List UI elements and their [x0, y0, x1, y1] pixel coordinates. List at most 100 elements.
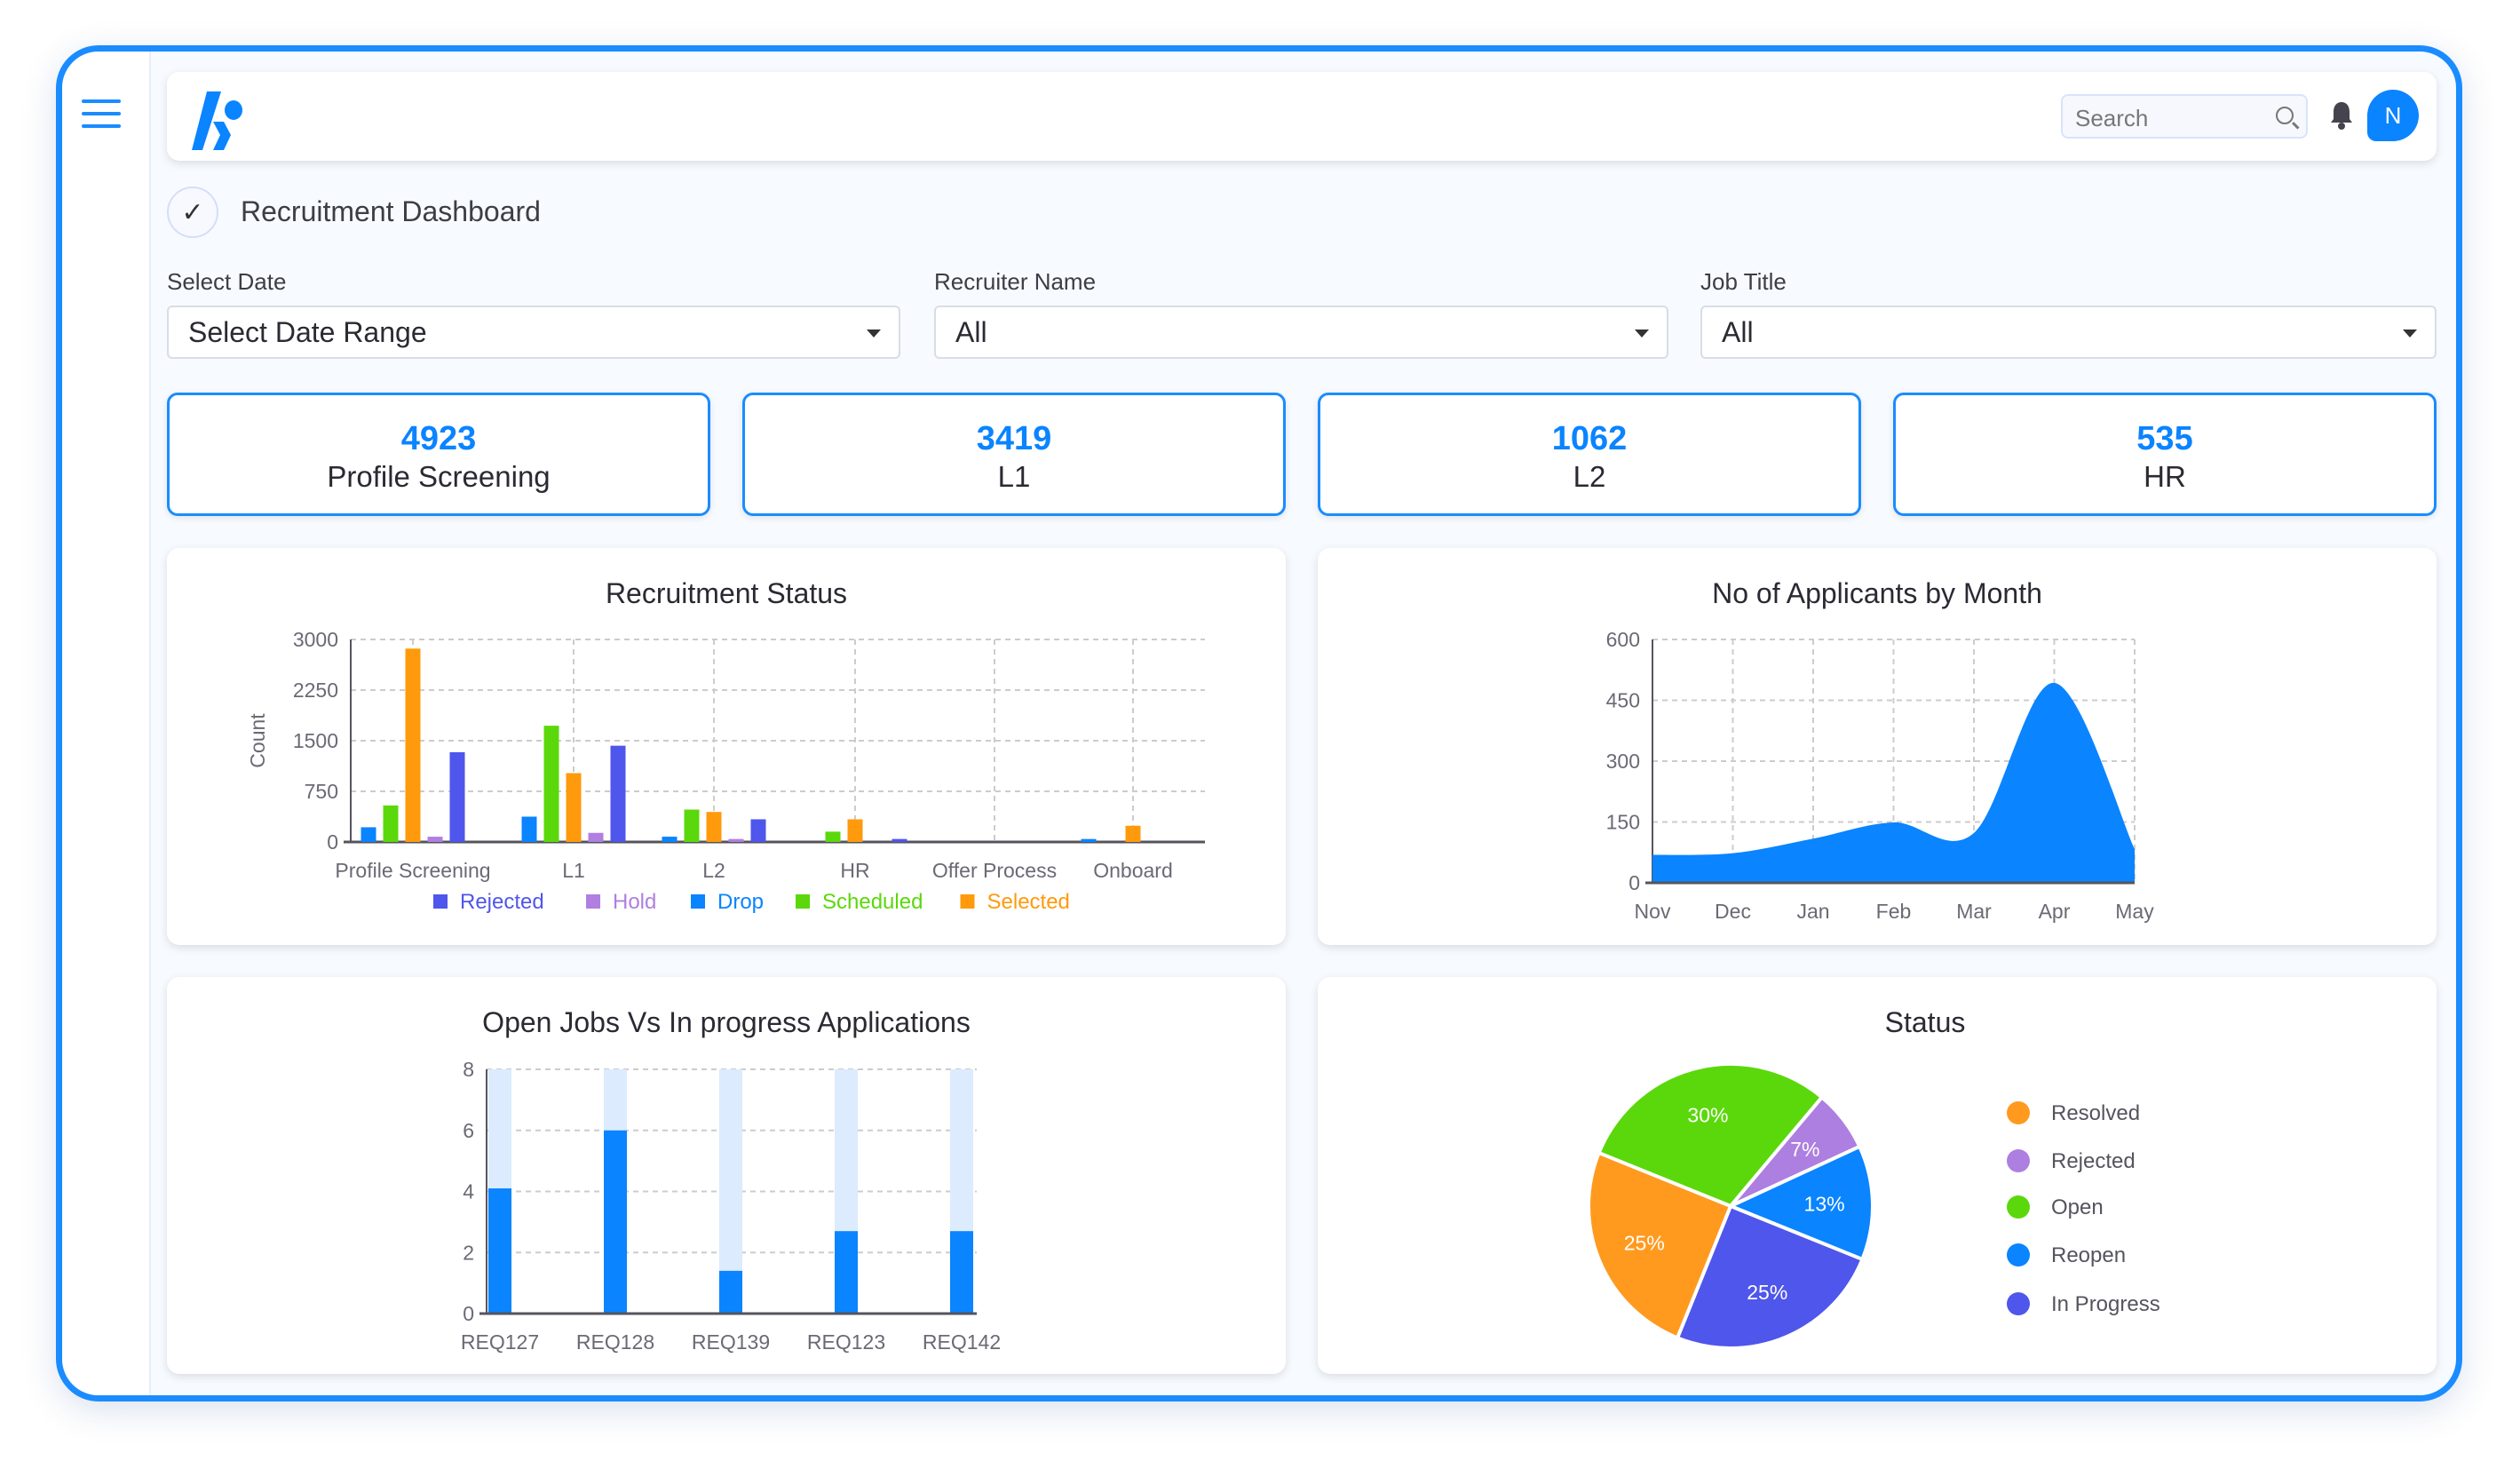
bar-hold	[427, 837, 443, 842]
x-tick-label: Nov	[1635, 900, 1671, 923]
x-tick-label: Onboard	[1093, 859, 1173, 882]
bell-icon[interactable]	[2330, 100, 2353, 131]
search-input[interactable]: Search	[2061, 94, 2308, 139]
kpi-value: 3419	[976, 420, 1052, 457]
x-tick-label: Mar	[1956, 900, 1992, 923]
legend-label: Selected	[987, 890, 1070, 914]
y-tick-label: 8	[463, 1058, 474, 1081]
legend-label: Rejected	[2051, 1149, 2136, 1173]
date-range-value: Select Date Range	[188, 316, 427, 348]
x-tick-label: REQ142	[923, 1330, 1001, 1354]
legend-label: Rejected	[460, 890, 544, 914]
chevron-down-icon	[2403, 330, 2417, 337]
kpi-label: HR	[2144, 460, 2186, 493]
chart-title: Status	[1885, 1006, 1966, 1038]
legend-dot	[2007, 1149, 2030, 1172]
kpi-label: Profile Screening	[327, 460, 551, 493]
date-range-dropdown[interactable]: Select Date Range	[167, 306, 900, 359]
legend-dot	[2007, 1243, 2030, 1267]
bar-rejected	[750, 819, 766, 842]
y-tick-label: 6	[463, 1119, 474, 1142]
search-icon[interactable]	[2276, 107, 2294, 124]
legend-swatch	[691, 894, 705, 909]
x-tick-label: Apr	[2039, 900, 2071, 923]
in-progress-bar	[604, 1130, 627, 1314]
legend-label: Scheduled	[822, 890, 923, 914]
y-tick-label: 300	[1606, 750, 1640, 773]
in-progress-bar	[835, 1231, 858, 1314]
legend-dot	[2007, 1101, 2030, 1124]
kpi-value: 4923	[400, 420, 477, 457]
bar-drop	[361, 827, 376, 842]
bar-rejected	[892, 838, 907, 842]
bar-hold	[588, 832, 604, 842]
brand-logo	[192, 91, 242, 150]
bar-scheduled	[825, 831, 841, 842]
x-tick-label: REQ139	[692, 1330, 770, 1354]
kpi-card-profile-screening[interactable]: 4923 Profile Screening	[167, 393, 710, 516]
kpi-card-l1[interactable]: 3419 L1	[742, 393, 1286, 516]
x-tick-label: Dec	[1715, 900, 1751, 923]
chevron-down-icon	[1635, 330, 1649, 337]
y-tick-label: 750	[305, 780, 338, 803]
x-tick-label: May	[2115, 900, 2154, 923]
user-avatar[interactable]: N	[2367, 90, 2419, 141]
chart-title: Recruitment Status	[606, 577, 847, 609]
legend-label: Resolved	[2051, 1101, 2140, 1125]
y-tick-label: 0	[327, 830, 338, 854]
bar-scheduled	[543, 726, 559, 842]
bar-drop	[662, 837, 678, 842]
y-tick-label: 600	[1606, 628, 1640, 651]
job-title-dropdown[interactable]: All	[1700, 306, 2437, 359]
chart-title: Open Jobs Vs In progress Applications	[482, 1006, 971, 1038]
bar-drop	[1081, 838, 1097, 842]
x-tick-label: L1	[562, 859, 585, 882]
y-tick-label: 0	[1628, 871, 1640, 894]
kpi-label: L2	[1573, 460, 1606, 493]
pie-label: 7%	[1790, 1138, 1819, 1161]
sidebar	[62, 52, 151, 1395]
chevron-down-icon	[867, 330, 881, 337]
legend-label: Reopen	[2051, 1243, 2126, 1267]
legend-swatch	[960, 894, 975, 909]
kpi-card-hr[interactable]: 535 HR	[1893, 393, 2437, 516]
bar-selected	[706, 812, 722, 842]
chart-title: No of Applicants by Month	[1712, 577, 2042, 609]
bar-scheduled	[684, 809, 700, 842]
x-tick-label: Jan	[1796, 900, 1829, 923]
in-progress-bar	[950, 1231, 973, 1314]
x-tick-label: Offer Process	[932, 859, 1057, 882]
x-tick-label: L2	[702, 859, 725, 882]
bar-drop	[521, 816, 537, 842]
kpi-label: L1	[997, 460, 1031, 493]
job-title-value: All	[1722, 316, 1754, 348]
y-tick-label: 2	[463, 1241, 474, 1264]
x-tick-label: REQ127	[461, 1330, 539, 1354]
pie-slice-in-progress	[1675, 1203, 1865, 1350]
open-jobs-chart: Open Jobs Vs In progress Applications 0 2 4…	[167, 977, 1286, 1374]
x-tick-label: HR	[840, 859, 869, 882]
in-progress-bar	[488, 1188, 511, 1314]
hamburger-menu-icon[interactable]	[82, 99, 121, 137]
y-tick-label: 0	[463, 1302, 474, 1325]
kpi-value: 535	[2136, 420, 2193, 457]
pie-label: 25%	[1747, 1281, 1787, 1304]
y-tick-label: 1500	[293, 729, 338, 752]
legend-swatch	[796, 894, 810, 909]
legend-label: Drop	[717, 890, 764, 914]
x-tick-label: Feb	[1876, 900, 1912, 923]
y-axis-label: Count	[246, 713, 269, 768]
legend-label: Open	[2051, 1195, 2104, 1219]
recruiter-name-dropdown[interactable]: All	[934, 306, 1668, 359]
status-pie-chart: Status 30% 7% 13% 25% 25% Resolved Rejected Open…	[1318, 977, 2437, 1374]
recruiter-filter-label: Recruiter Name	[934, 268, 1097, 295]
bar-selected	[566, 773, 582, 842]
y-tick-label: 2250	[293, 679, 338, 702]
x-tick-label: REQ128	[576, 1330, 654, 1354]
in-progress-bar	[719, 1270, 742, 1314]
legend-swatch	[586, 894, 600, 909]
kpi-card-l2[interactable]: 1062 L2	[1318, 393, 1861, 516]
bar-selected	[1125, 825, 1141, 842]
bar-rejected	[610, 745, 626, 842]
applicants-by-month-chart: No of Applicants by Month 0 150 300 450 600 No…	[1318, 548, 2437, 945]
